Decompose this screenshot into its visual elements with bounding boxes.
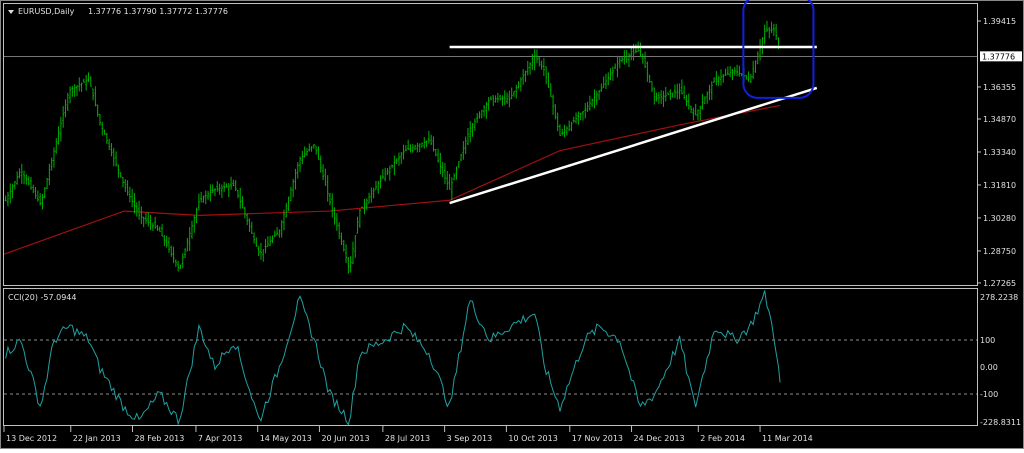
time-tick-label: 11 Mar 2014 [762,434,813,443]
cci-tick-label: 278.2238 [980,293,1018,302]
time-tick-label: 10 Oct 2013 [508,434,557,443]
cci-title: CCI(20) -57.0944 [8,293,76,302]
price-tick-label: 1.30280 [983,214,1016,223]
time-tick-label: 17 Nov 2013 [572,434,623,443]
time-tick-label: 14 May 2013 [260,434,312,443]
time-tick-label: 20 Jun 2013 [321,434,369,443]
cci-tick-label: 0.00 [980,363,998,372]
time-tick-label: 13 Dec 2012 [6,434,57,443]
time-tick-label: 28 Jul 2013 [385,434,430,443]
price-tick-label: 1.34870 [983,115,1016,124]
cci-tick-label: 100 [980,336,995,345]
cci-tick-label: -100 [980,390,998,399]
time-tick-label: 24 Dec 2013 [634,434,685,443]
price-tick-label: 1.27265 [983,279,1016,288]
price-tick-label: 1.33340 [983,148,1016,157]
symbol-label: EURUSD,Daily [18,7,75,16]
price-tick-label: 1.28750 [983,247,1016,256]
time-tick-label: 2 Feb 2014 [700,434,745,443]
time-tick-label: 7 Apr 2013 [198,434,242,443]
time-tick-label: 22 Jan 2013 [73,434,121,443]
cci-tick-label: -228.8311 [980,418,1021,427]
current-price-label: 1.37776 [982,52,1015,61]
time-tick-label: 28 Feb 2013 [135,434,185,443]
price-tick-label: 1.31810 [983,181,1016,190]
price-tick-label: 1.39415 [983,17,1016,26]
ohlc-readout: 1.37776 1.37790 1.37772 1.37776 [88,7,228,16]
time-tick-label: 3 Sep 2013 [447,434,493,443]
price-tick-label: 1.36355 [983,83,1016,92]
